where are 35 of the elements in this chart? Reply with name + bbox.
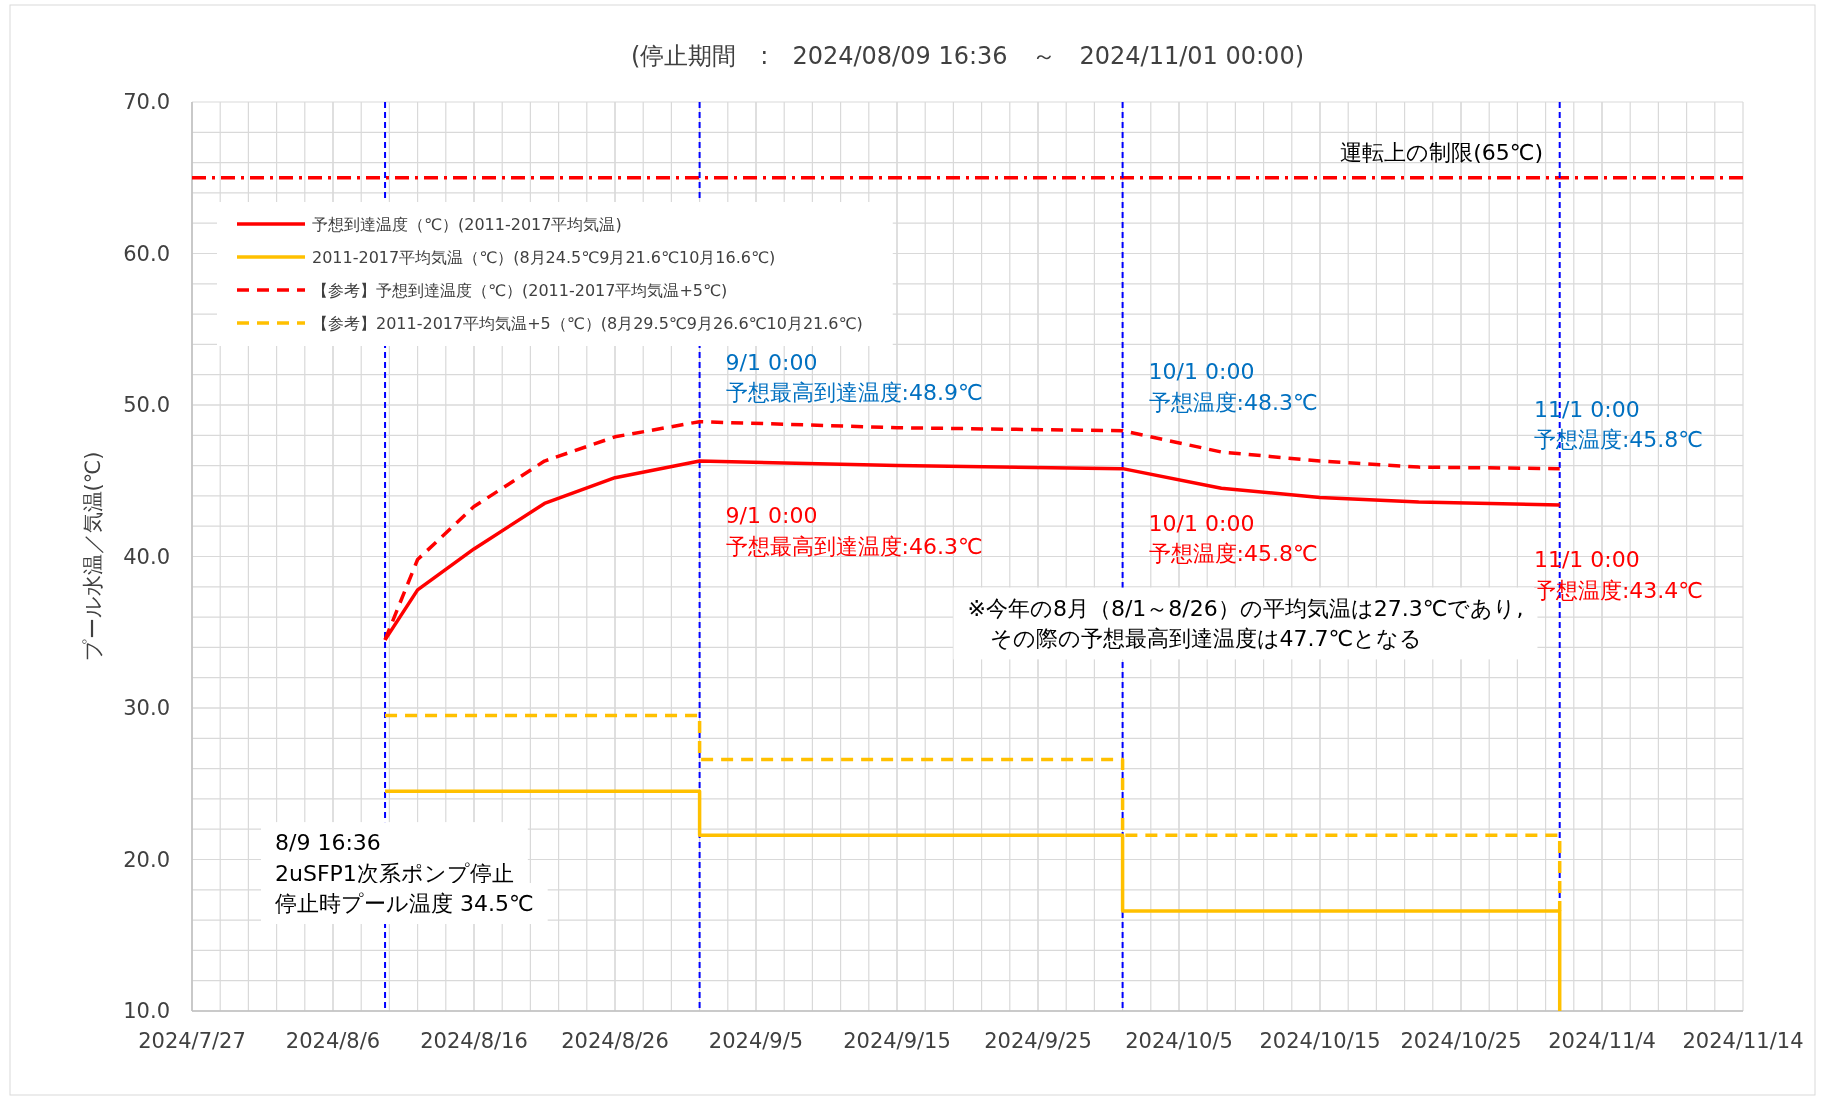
x-tick-label: 2024/11/14 xyxy=(1682,1029,1804,1053)
x-tick-label: 2024/10/25 xyxy=(1400,1029,1522,1053)
annotation: 10/1 0:00 予想温度:48.3℃ xyxy=(1148,358,1318,415)
legend-label: 予想到達温度（℃）(2011-2017平均気温) xyxy=(312,215,622,234)
x-tick-label: 2024/10/5 xyxy=(1125,1029,1233,1053)
y-tick-label: 60.0 xyxy=(123,241,170,266)
x-tick-label: 2024/10/15 xyxy=(1259,1029,1381,1053)
annotation: 停止時プール温度 34.5℃ xyxy=(275,891,534,917)
ref-line-label: 運転上の制限(65℃) xyxy=(1340,139,1543,165)
x-tick-label: 2024/11/4 xyxy=(1548,1029,1656,1053)
y-tick-label: 50.0 xyxy=(123,393,170,417)
note: 停止時プール温度 34.5℃ xyxy=(261,883,548,924)
annotation: 10/1 0:00 予想温度:45.8℃ xyxy=(1148,510,1318,567)
x-tick-label: 2024/7/27 xyxy=(138,1029,246,1053)
y-tick-label: 40.0 xyxy=(123,544,170,569)
legend-label: 2011-2017平均気温（℃）(8月24.5℃9月21.6℃10月16.6℃) xyxy=(312,248,776,267)
x-tick-label: 2024/9/15 xyxy=(843,1029,951,1053)
x-tick-label: 2024/9/5 xyxy=(708,1029,804,1053)
annotation: 9/1 0:00 予想最高到達温度:46.3℃ xyxy=(725,503,983,559)
y-tick-label: 70.0 xyxy=(123,90,170,114)
y-axis-title: プール水温／気温(℃) xyxy=(81,451,105,662)
x-tick-label: 2024/8/26 xyxy=(561,1029,669,1053)
legend-label: 【参考】2011-2017平均気温+5（℃）(8月29.5℃9月26.6℃10月21.6℃) xyxy=(312,314,863,333)
x-tick-label: 2024/8/16 xyxy=(420,1029,528,1053)
y-tick-label: 20.0 xyxy=(123,847,170,872)
annotation: 9/1 0:00 予想最高到達温度:48.9℃ xyxy=(725,349,983,406)
annotation: ※今年の8月（8/1～8/26）の平均気温は27.3℃であり, その際の予想最高到達温度は47.7℃となる xyxy=(967,595,1524,652)
x-tick-label: 2024/8/6 xyxy=(285,1029,381,1053)
y-tick-label: 10.0 xyxy=(123,999,170,1023)
annotation: 11/1 0:00 予想温度:45.8℃ xyxy=(1533,396,1703,453)
x-tick-label: 2024/9/25 xyxy=(984,1029,1092,1053)
annotation: 8/9 16:36 2uSFP1次系ポンプ停止 xyxy=(275,830,514,886)
y-tick-label: 30.0 xyxy=(123,696,170,720)
chart-title: (停止期間 : 2024/08/09 16:36 ～ 2024/11/01 00:00) xyxy=(630,42,1305,70)
legend-label: 【参考】予想到達温度（℃）(2011-2017平均気温+5℃) xyxy=(312,281,728,300)
